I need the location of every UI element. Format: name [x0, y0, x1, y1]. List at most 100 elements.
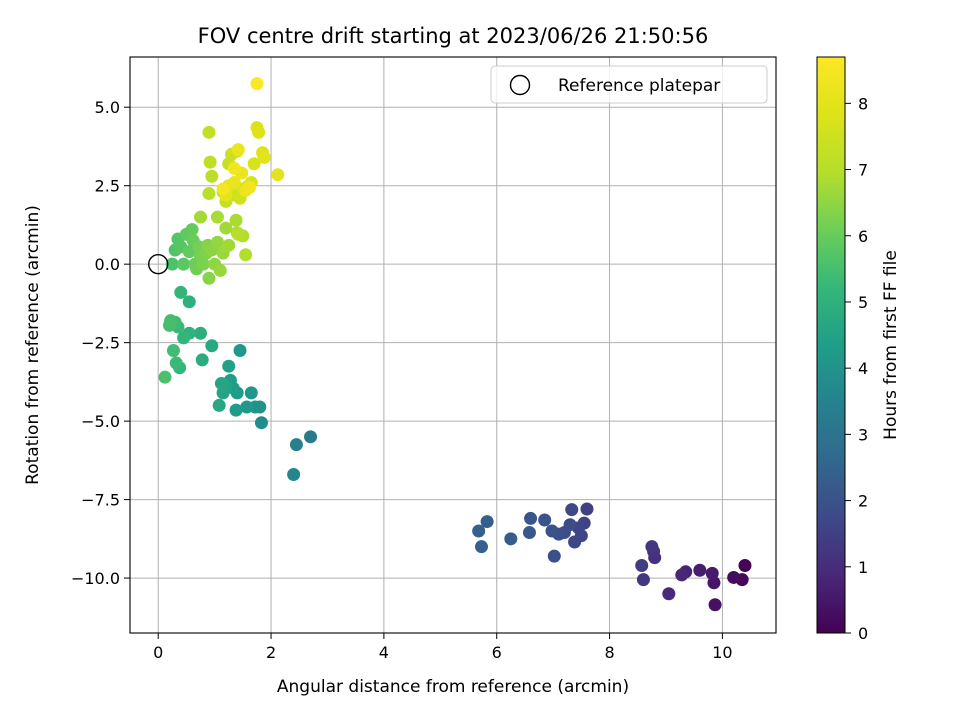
scatter-point-125 [216, 182, 230, 196]
scatter-point-28 [522, 526, 536, 540]
scatter-point-19 [568, 535, 582, 549]
scatter-point-79 [196, 257, 210, 271]
scatter-point-35 [287, 467, 301, 481]
scatter-point-60 [169, 356, 183, 370]
scatter-point-6 [693, 563, 707, 577]
scatter-point-72 [182, 245, 196, 259]
scatter-point-91 [210, 210, 224, 224]
x-tick-label-0: 0 [153, 643, 163, 662]
y-tick-label-0: −10.0 [71, 569, 120, 588]
scatter-point-5 [705, 566, 719, 580]
scatter-point-96 [231, 227, 245, 241]
scatter-point-30 [480, 515, 494, 529]
scatter-point-82 [202, 271, 216, 285]
scatter-point-99 [203, 155, 217, 169]
scatter-point-40 [240, 400, 254, 414]
legend-marker-reference [509, 74, 531, 96]
colorbar-ticks: 0 1 2 3 4 5 6 7 8 [845, 94, 868, 643]
scatter-point-56 [177, 331, 191, 345]
scatter-point-70 [177, 257, 191, 271]
scatter-point-53 [194, 326, 208, 340]
x-axis-label: Angular distance from reference (arcmin) [277, 677, 629, 697]
scatter-point-27 [524, 511, 538, 525]
scatter-point-115 [257, 150, 271, 164]
scatter-point-86 [213, 263, 227, 277]
grid [130, 57, 776, 633]
scatter-point-85 [210, 235, 224, 249]
scatter-point-54 [182, 295, 196, 309]
x-tick-label-5: 10 [712, 643, 732, 662]
scatter-point-88 [219, 221, 233, 235]
y-tick-label-1: −7.5 [81, 491, 120, 510]
x-axis-ticks: 0 2 4 6 8 10 [153, 633, 733, 662]
scatter-point-126 [250, 77, 264, 91]
scatter-point-43 [229, 403, 243, 417]
x-tick-label-2: 4 [379, 643, 389, 662]
y-tick-label-5: 2.5 [95, 177, 120, 196]
scatter-point-8 [675, 568, 689, 582]
scatter-point-119 [227, 176, 241, 190]
scatter-point-49 [214, 376, 228, 390]
colorbar: 0 1 2 3 4 5 6 7 8 Hours from first FF file [816, 56, 901, 643]
scatter-point-0 [738, 559, 752, 573]
y-tick-label-6: 5.0 [95, 98, 120, 117]
x-tick-label-1: 2 [266, 643, 276, 662]
colorbar-tick-label-0: 0 [858, 624, 868, 643]
scatter-point-124 [227, 161, 241, 175]
scatter-point-64 [162, 318, 176, 332]
scatter-point-20 [565, 503, 579, 517]
scatter-point-24 [547, 549, 561, 563]
scatter-point-46 [222, 359, 236, 373]
scatter-point-65 [158, 370, 172, 384]
legend-box [490, 65, 768, 104]
scatter-point-31 [474, 540, 488, 554]
colorbar-tick-label-5: 5 [858, 293, 868, 312]
scatter-points [158, 77, 752, 612]
plot-frame [129, 56, 777, 634]
y-tick-label-3: −2.5 [81, 334, 120, 353]
scatter-point-33 [304, 430, 318, 444]
colorbar-tick-label-3: 3 [858, 425, 868, 444]
colorbar-tick-label-1: 1 [858, 558, 868, 577]
scatter-point-36 [254, 416, 268, 430]
scatter-point-57 [174, 285, 188, 299]
scatter-point-39 [244, 386, 258, 400]
scatter-point-73 [185, 223, 199, 237]
legend-entry-reference: Reference platepar [558, 76, 720, 96]
scatter-point-98 [205, 169, 219, 183]
scatter-point-41 [233, 343, 247, 357]
colorbar-label: Hours from first FF file [881, 250, 901, 440]
scatter-point-120 [231, 143, 245, 157]
scatter-point-32 [472, 524, 486, 538]
y-axis-label: Rotation from reference (arcmin) [23, 205, 43, 485]
legend: Reference platepar [490, 65, 768, 104]
y-tick-label-2: −5.0 [81, 412, 120, 431]
scatter-point-51 [205, 339, 219, 353]
scatter-point-111 [247, 157, 261, 171]
colorbar-tick-label-6: 6 [858, 227, 868, 246]
scatter-point-52 [195, 353, 209, 367]
scatter-point-50 [212, 398, 226, 412]
x-tick-label-4: 8 [604, 643, 614, 662]
scatter-point-62 [166, 343, 180, 357]
scatter-point-34 [289, 438, 303, 452]
colorbar-tick-label-4: 4 [858, 359, 868, 378]
scatter-point-90 [194, 210, 208, 224]
colorbar-tick-label-8: 8 [858, 94, 868, 113]
scatter-point-25 [545, 524, 559, 538]
reference-platepar-marker [148, 253, 169, 275]
chart-title: FOV centre drift starting at 2023/06/26 … [198, 24, 709, 48]
scatter-point-13 [636, 573, 650, 587]
scatter-point-123 [243, 180, 257, 194]
scatter-point-95 [239, 248, 253, 262]
colorbar-tick-label-2: 2 [858, 492, 868, 511]
colorbar-tick-label-7: 7 [858, 161, 868, 180]
scatter-point-100 [202, 125, 216, 139]
scatter-point-2 [727, 570, 741, 584]
scatter-point-3 [708, 598, 722, 612]
colorbar-gradient [816, 56, 846, 634]
scatter-point-113 [252, 125, 266, 139]
scatter-point-26 [538, 513, 552, 527]
scatter-point-14 [635, 559, 649, 573]
